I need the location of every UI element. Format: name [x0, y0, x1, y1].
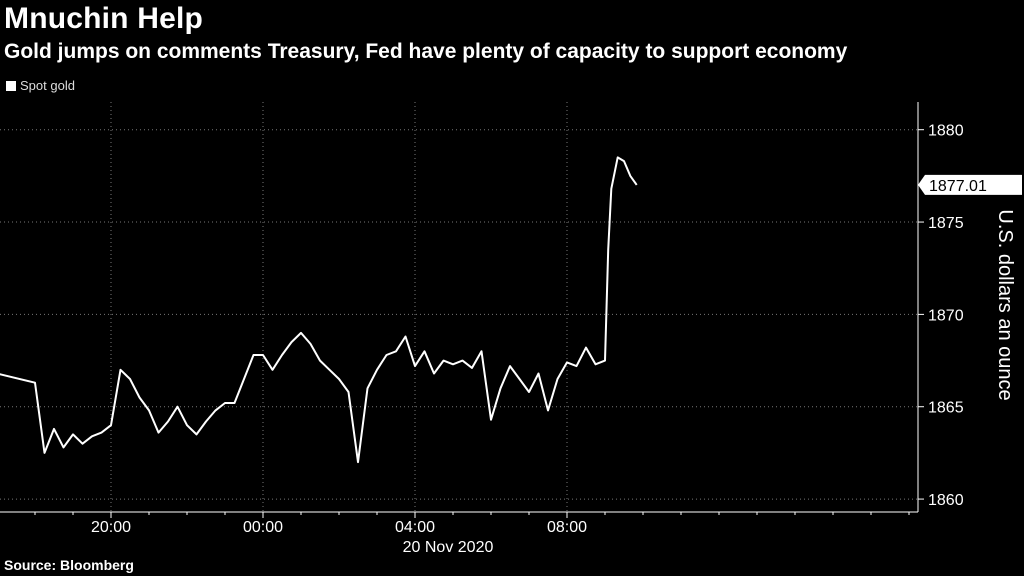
date-label: 20 Nov 2020 — [403, 539, 494, 556]
x-tick-label: 20:00 — [91, 519, 131, 536]
series-line-spot-gold — [0, 156, 638, 464]
last-value-label: 1877.01 — [929, 178, 987, 195]
source-note: Source: Bloomberg — [4, 557, 134, 573]
axes — [0, 102, 924, 518]
grid — [0, 102, 918, 512]
y-tick-label: 1860 — [928, 492, 964, 509]
y-tick-label: 1870 — [928, 307, 964, 324]
legend-swatch — [6, 80, 16, 91]
legend-label: Spot gold — [20, 78, 75, 93]
y-tick-label: 1880 — [928, 123, 964, 140]
x-tick-label: 08:00 — [547, 519, 587, 536]
legend: Spot gold — [6, 78, 75, 93]
x-tick-label: 00:00 — [243, 519, 283, 536]
chart-title: Mnuchin Help — [4, 2, 204, 35]
last-value-tag — [918, 174, 1022, 195]
series — [0, 156, 638, 464]
y-axis-label: U.S. dollars an ounce — [994, 209, 1016, 400]
x-tick-label: 04:00 — [395, 519, 435, 536]
y-tick-label: 1875 — [928, 215, 964, 232]
chart-subtitle: Gold jumps on comments Treasury, Fed hav… — [4, 40, 848, 63]
y-tick-label: 1865 — [928, 400, 964, 417]
tick-labels: 1860 1865 1870 1875 1880 20:00 00:00 04:00 08:00… — [91, 123, 1022, 536]
